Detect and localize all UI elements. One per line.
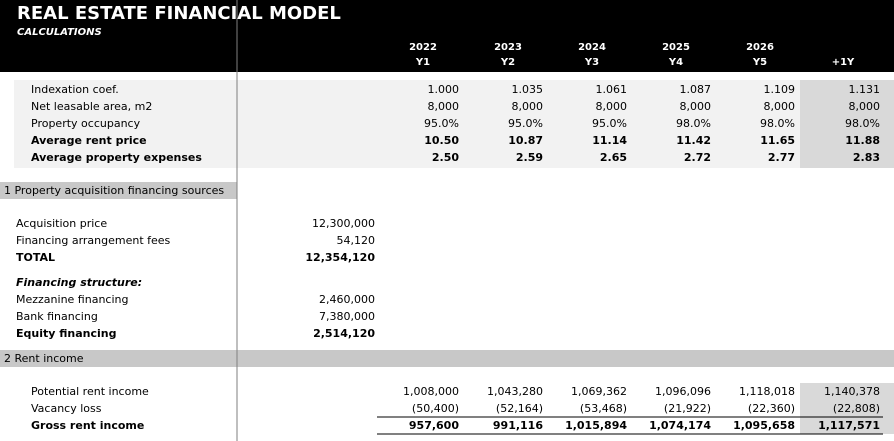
cell-value: 1.109 (764, 83, 796, 96)
section-band (0, 350, 894, 367)
cell-value: 12,354,120 (305, 251, 375, 264)
cell-value: 8,000 (849, 100, 881, 113)
cell-value: 1.061 (596, 83, 628, 96)
column-year: 2024 (578, 42, 606, 53)
column-period: Y3 (584, 57, 599, 68)
cell-value: (22,360) (748, 402, 795, 415)
cell-value: 11.88 (845, 134, 880, 147)
cell-value: 1,095,658 (733, 419, 795, 432)
column-year: 2026 (746, 42, 774, 53)
extra-year-column (800, 80, 894, 168)
row-label: Equity financing (16, 327, 116, 340)
cell-value: 98.0% (760, 117, 795, 130)
subsection-title: Financing structure: (16, 276, 142, 289)
row-label: Acquisition price (16, 217, 107, 230)
extra-year-column (800, 383, 894, 434)
cell-value: 1.035 (512, 83, 544, 96)
cell-value: 1,140,378 (824, 385, 880, 398)
column-period: Y4 (668, 57, 683, 68)
cell-value: 95.0% (592, 117, 627, 130)
row-label: Indexation coef. (31, 83, 119, 96)
cell-value: 11.14 (592, 134, 627, 147)
cell-value: 10.87 (508, 134, 543, 147)
row-label: Bank financing (16, 310, 98, 323)
cell-value: 2.77 (768, 151, 795, 164)
cell-value: 8,000 (512, 100, 544, 113)
row-label: TOTAL (16, 251, 55, 264)
cell-value: 1,118,018 (739, 385, 795, 398)
cell-value: 98.0% (845, 117, 880, 130)
cell-value: 7,380,000 (319, 310, 375, 323)
cell-value: 8,000 (428, 100, 460, 113)
title: REAL ESTATE FINANCIAL MODEL (17, 3, 341, 24)
cell-value: 12,300,000 (312, 217, 375, 230)
cell-value: 1.131 (849, 83, 881, 96)
cell-value: 2.59 (516, 151, 543, 164)
column-period: Y2 (500, 57, 515, 68)
calc-background (14, 80, 800, 168)
cell-value: (50,400) (412, 402, 459, 415)
row-label: Net leasable area, m2 (31, 100, 152, 113)
cell-value: 1,096,096 (655, 385, 711, 398)
cell-value: 991,116 (493, 419, 543, 432)
cell-value: 2.83 (853, 151, 880, 164)
cell-value: 2.65 (600, 151, 627, 164)
cell-value: 98.0% (676, 117, 711, 130)
cell-value: (22,808) (833, 402, 880, 415)
cell-value: 1,043,280 (487, 385, 543, 398)
cell-value: 1.000 (428, 83, 460, 96)
section-title: 2 Rent income (4, 352, 84, 365)
row-label: Average property expenses (31, 151, 202, 164)
row-label: Potential rent income (31, 385, 149, 398)
header-band (0, 0, 894, 72)
cell-value: 2.50 (432, 151, 459, 164)
cell-value: 95.0% (508, 117, 543, 130)
cell-value: 11.65 (760, 134, 795, 147)
cell-value: 8,000 (596, 100, 628, 113)
cell-value: 2,514,120 (313, 327, 375, 340)
cell-value: (53,468) (580, 402, 627, 415)
row-label: Financing arrangement fees (16, 234, 171, 247)
cell-value: 8,000 (764, 100, 796, 113)
cell-value: 8,000 (680, 100, 712, 113)
cell-value: (21,922) (664, 402, 711, 415)
cell-value: 1,008,000 (403, 385, 459, 398)
cell-value: 1,117,571 (818, 419, 880, 432)
row-label: Average rent price (31, 134, 147, 147)
cell-value: 95.0% (424, 117, 459, 130)
cell-value: 1,074,174 (649, 419, 711, 432)
row-label: Mezzanine financing (16, 293, 128, 306)
row-label: Gross rent income (31, 419, 144, 432)
subtitle: CALCULATIONS (17, 27, 102, 38)
cell-value: 2.72 (684, 151, 711, 164)
row-label: Vacancy loss (31, 402, 102, 415)
column-year: 2022 (409, 42, 437, 53)
cell-value: 1,069,362 (571, 385, 627, 398)
row-label: Property occupancy (31, 117, 141, 130)
cell-value: 10.50 (424, 134, 459, 147)
section-title: 1 Property acquisition financing sources (4, 184, 224, 197)
cell-value: (52,164) (496, 402, 543, 415)
column-year: 2025 (662, 42, 690, 53)
column-period: Y5 (752, 57, 767, 68)
column-year: 2023 (494, 42, 522, 53)
cell-value: 11.42 (676, 134, 711, 147)
section-band (0, 182, 237, 199)
column-period: +1Y (832, 57, 855, 68)
cell-value: 54,120 (337, 234, 376, 247)
cell-value: 2,460,000 (319, 293, 375, 306)
cell-value: 1.087 (680, 83, 712, 96)
cell-value: 1,015,894 (565, 419, 627, 432)
column-period: Y1 (415, 57, 430, 68)
cell-value: 957,600 (409, 419, 459, 432)
